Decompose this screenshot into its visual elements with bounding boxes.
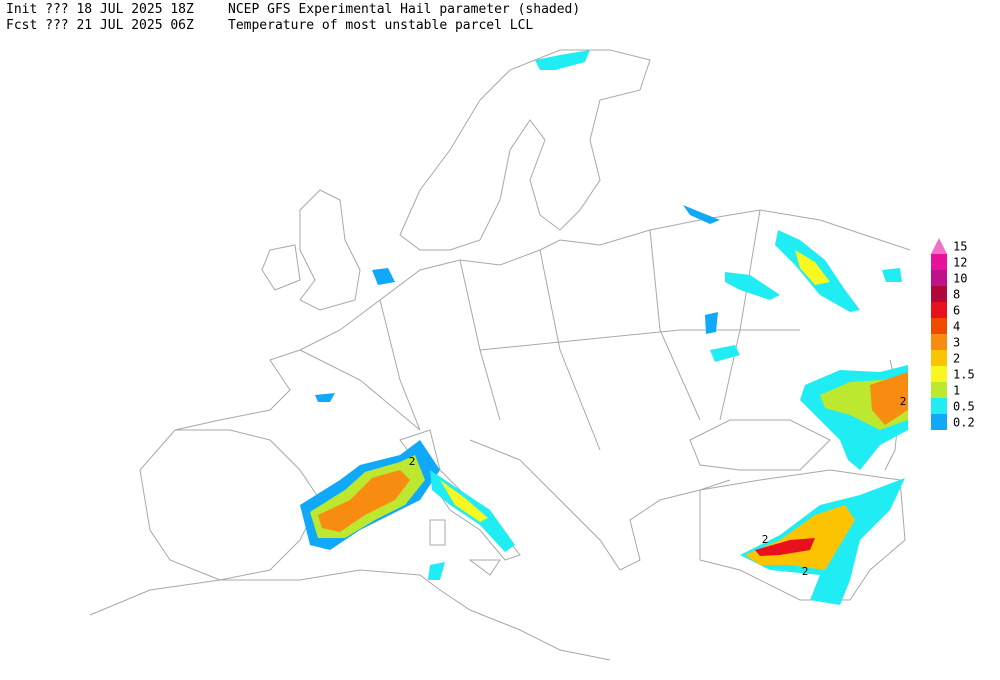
title: NCEP GFS Experimental Hail parameter (sh…: [228, 2, 580, 17]
legend-label: 15: [953, 240, 967, 254]
legend-swatch: [931, 398, 947, 414]
field-small-4: [710, 345, 740, 362]
legend-swatch: [931, 302, 947, 318]
legend-swatch: [931, 254, 947, 270]
field-iberia-inner: [318, 470, 410, 532]
init-label: Init ??? 18 JUL 2025 18Z: [6, 2, 194, 17]
contour-label: 2: [900, 395, 907, 408]
scandinavia: [399, 49, 651, 251]
legend-swatch: [931, 350, 947, 366]
africa: [89, 569, 611, 661]
legend-swatch: [931, 270, 947, 286]
britain: [261, 189, 361, 311]
legend-label: 1: [953, 384, 960, 398]
legend-label: 6: [953, 304, 960, 318]
turkey: [699, 469, 906, 601]
field-small-6: [315, 393, 335, 402]
legend-swatch: [931, 286, 947, 302]
contour-labels: 2 2 2 2: [409, 395, 907, 578]
field-turkey-inner: [755, 538, 815, 556]
subtitle: Temperature of most unstable parcel LCL: [228, 18, 533, 33]
italy: [399, 429, 521, 576]
field-small-9: [882, 268, 902, 282]
field-small-2: [705, 312, 718, 334]
legend-triangle: [931, 238, 947, 254]
fcst-label: Fcst ??? 21 JUL 2025 06Z: [6, 18, 194, 33]
legend-label: 8: [953, 288, 960, 302]
legend-label: 0.2: [953, 416, 975, 430]
borders: [299, 209, 800, 451]
legend: 15 12 10 8 6 4 3 2 1.5 1 0.5 0.2: [931, 238, 975, 430]
legend-label: 0.5: [953, 400, 975, 414]
coastlines: [89, 49, 911, 661]
legend-swatch: [931, 366, 947, 382]
legend-label: 10: [953, 272, 967, 286]
legend-label: 4: [953, 320, 960, 334]
header: Init ??? 18 JUL 2025 18Z NCEP GFS Experi…: [6, 2, 580, 33]
continent: [174, 209, 911, 431]
contour-label: 2: [802, 565, 809, 578]
balkans: [469, 439, 731, 571]
field-russia-core: [870, 372, 908, 425]
legend-swatch: [931, 382, 947, 398]
iberia: [139, 429, 321, 581]
field-small-3: [725, 272, 780, 300]
field-italy-inner: [440, 480, 488, 522]
black-sea: [689, 419, 831, 471]
field-small-8: [683, 205, 720, 224]
field-northeast-inner: [795, 250, 830, 285]
hail-field: [300, 50, 908, 605]
contour-label: 2: [409, 455, 416, 468]
legend-swatch: [931, 414, 947, 430]
field-small-1: [372, 268, 395, 285]
field-small-5: [535, 50, 590, 70]
contour-label: 2: [762, 533, 769, 546]
legend-swatch: [931, 318, 947, 334]
legend-label: 2: [953, 352, 960, 366]
legend-swatch: [931, 334, 947, 350]
field-small-7: [428, 562, 445, 580]
legend-label: 3: [953, 336, 960, 350]
legend-label: 12: [953, 256, 967, 270]
legend-label: 1.5: [953, 368, 975, 382]
